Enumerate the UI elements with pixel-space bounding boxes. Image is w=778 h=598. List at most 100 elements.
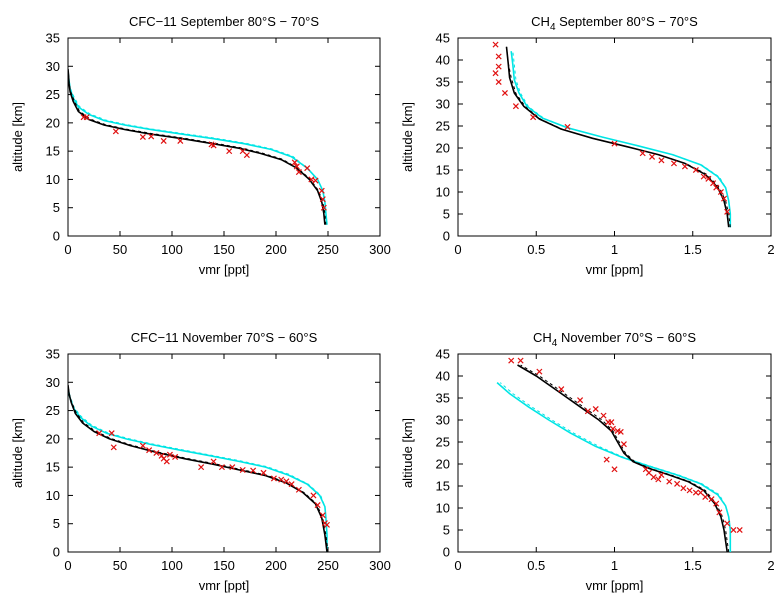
observation-point — [649, 153, 656, 160]
observation-point — [650, 474, 657, 481]
chart-title: CFC−11 September 80°S − 70°S — [129, 14, 319, 29]
observation-point — [512, 103, 519, 110]
y-tick-label: 20 — [436, 141, 450, 156]
observation-point — [112, 128, 119, 135]
observation-point — [730, 526, 737, 534]
observation-point — [283, 478, 290, 485]
observation-point — [724, 520, 731, 527]
y-tick-label: 0 — [53, 545, 60, 560]
cyan-dashed-profile-line — [499, 382, 731, 552]
y-tick-label: 0 — [443, 229, 450, 244]
observation-point — [492, 41, 499, 48]
observation-point — [288, 481, 295, 488]
y-tick-label: 35 — [46, 347, 60, 362]
y-tick-label: 30 — [46, 375, 60, 390]
observation-point — [639, 150, 646, 157]
observation-point — [295, 169, 302, 176]
observation-point — [139, 133, 146, 141]
observation-point — [692, 489, 699, 496]
x-tick-label: 150 — [213, 242, 235, 257]
cyan-solid-profile-line — [68, 71, 328, 225]
observation-point — [323, 521, 330, 528]
observation-point — [495, 78, 502, 86]
x-tick-label: 300 — [369, 242, 391, 257]
x-axis-label: vmr [ppt] — [199, 578, 250, 593]
y-axis-label: altitude [km] — [400, 418, 415, 488]
x-tick-label: 1 — [611, 242, 618, 257]
black-solid-profile-line — [68, 385, 328, 552]
observation-point — [210, 142, 217, 149]
observation-point — [495, 53, 502, 60]
x-tick-label: 150 — [213, 558, 235, 573]
y-tick-label: 25 — [436, 119, 450, 134]
black-dashed-profile-line — [68, 385, 329, 552]
observation-point — [558, 386, 565, 393]
x-tick-label: 250 — [317, 558, 339, 573]
observation-point — [702, 493, 709, 501]
observation-point — [680, 485, 687, 492]
observation-point — [310, 492, 317, 499]
observation-point — [716, 509, 723, 516]
observation-point — [226, 148, 233, 155]
observation-point — [721, 195, 728, 202]
chart-title: CFC−11 November 70°S − 60°S — [131, 330, 318, 345]
y-tick-label: 20 — [436, 457, 450, 472]
observation-point — [736, 526, 743, 534]
x-tick-label: 200 — [265, 242, 287, 257]
x-tick-label: 0 — [64, 242, 71, 257]
chart-title: CH4 November 70°S − 60°S — [533, 330, 696, 349]
y-tick-label: 0 — [53, 229, 60, 244]
observation-point — [108, 430, 115, 437]
observation-point — [577, 397, 584, 404]
y-tick-label: 5 — [443, 207, 450, 222]
observation-point — [584, 408, 591, 415]
observation-point — [148, 133, 155, 140]
chart-title-rest: November 70°S − 60°S — [557, 330, 696, 345]
x-tick-label: 100 — [161, 558, 183, 573]
x-tick-label: 300 — [369, 558, 391, 573]
x-axis-label: vmr [ppt] — [199, 262, 250, 277]
y-tick-label: 40 — [436, 53, 450, 68]
observation-point — [700, 173, 707, 180]
observation-point — [210, 458, 217, 465]
black-solid-profile-line — [505, 46, 730, 228]
black-dashed-profile-line — [68, 69, 327, 225]
cyan-dashed-profile-line — [68, 71, 328, 225]
x-tick-label: 50 — [113, 242, 127, 257]
observation-point — [611, 140, 618, 147]
y-tick-label: 15 — [436, 479, 450, 494]
y-tick-label: 40 — [436, 369, 450, 384]
chart-title-subscript: 4 — [550, 22, 556, 33]
x-tick-label: 1.5 — [684, 558, 702, 573]
observation-point — [611, 466, 618, 473]
black-dashed-profile-line — [520, 364, 730, 552]
y-tick-label: 5 — [53, 516, 60, 531]
y-tick-label: 35 — [46, 31, 60, 46]
observation-point — [692, 166, 699, 174]
x-tick-label: 200 — [265, 558, 287, 573]
y-axis-label: altitude [km] — [10, 102, 25, 172]
cyan-dashed-profile-line — [512, 51, 731, 228]
y-tick-label: 30 — [436, 97, 450, 112]
observation-point — [603, 456, 610, 463]
observation-point — [166, 451, 173, 458]
cyan-solid-profile-line — [496, 381, 732, 552]
y-tick-label: 10 — [46, 488, 60, 503]
observation-point — [163, 458, 170, 465]
y-tick-label: 25 — [46, 87, 60, 102]
plot-frame — [457, 37, 772, 237]
x-tick-label: 0 — [454, 242, 461, 257]
plot-area — [68, 69, 328, 225]
observation-point — [198, 464, 205, 471]
plot-area — [496, 357, 743, 552]
chart-title-rest: September 80°S − 70°S — [556, 14, 699, 29]
y-tick-label: 0 — [443, 545, 450, 560]
observation-point — [609, 425, 616, 432]
plot-frame — [67, 353, 381, 553]
x-tick-label: 0 — [454, 558, 461, 573]
observation-point — [229, 464, 236, 471]
chart-title: CH4 September 80°S − 70°S — [531, 14, 698, 33]
observation-point — [655, 476, 662, 483]
